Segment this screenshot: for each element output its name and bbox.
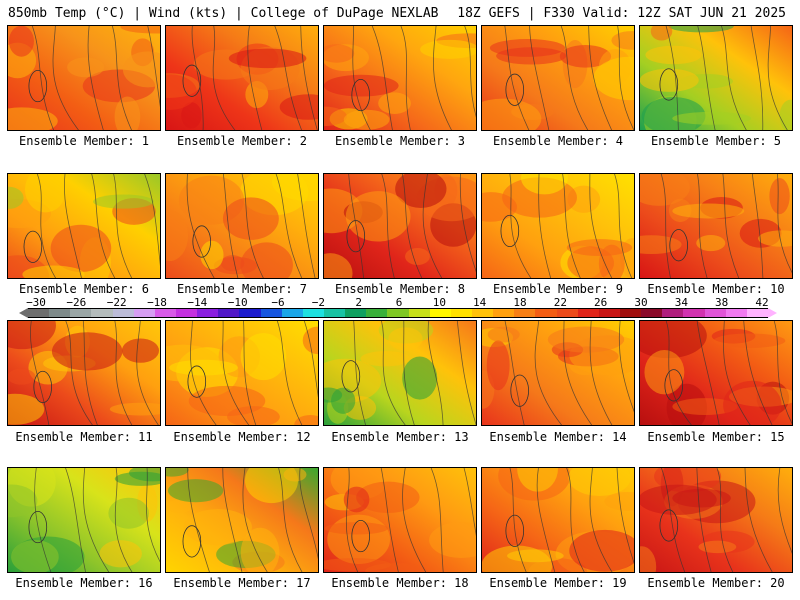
ensemble-member-label: Ensemble Member: 10 (647, 282, 785, 296)
ensemble-member-map (639, 467, 793, 573)
ensemble-member-map (7, 173, 161, 279)
colorbar-swatch (514, 309, 536, 317)
colorbar-swatch (387, 309, 409, 317)
colorbar-swatch (112, 309, 134, 317)
colorbar-swatch (260, 309, 282, 317)
colorbar-tick-label: 30 (634, 296, 648, 309)
colorbar-swatch (471, 309, 494, 317)
colorbar-swatch (218, 309, 240, 317)
colorbar-swatch (408, 309, 430, 317)
ensemble-member-label: Ensemble Member: 7 (176, 282, 308, 296)
ensemble-member-map (481, 173, 635, 279)
ensemble-member-label: Ensemble Member: 19 (489, 576, 627, 590)
colorbar-tick-label: 2 (355, 296, 362, 309)
colorbar-swatch (175, 309, 198, 317)
colorbar-tick-label: −26 (66, 296, 87, 309)
ensemble-member-label: Ensemble Member: 20 (647, 576, 785, 590)
colorbar-tick-label: −2 (311, 296, 325, 309)
colorbar-tick-label: 18 (513, 296, 527, 309)
colorbar-tick-label: −18 (147, 296, 167, 309)
colorbar-swatch (154, 309, 176, 317)
colorbar-swatch (619, 309, 642, 317)
ensemble-member-label: Ensemble Member: 5 (650, 134, 782, 148)
ensemble-member-label: Ensemble Member: 2 (176, 134, 308, 148)
colorbar-swatch (133, 309, 155, 317)
ensemble-member-map (165, 173, 319, 279)
colorbar-swatch (683, 309, 705, 317)
colorbar-swatch (641, 309, 663, 317)
colorbar-tick-label: −6 (271, 296, 285, 309)
colorbar-left-arrow (19, 308, 28, 318)
temperature-colorbar (28, 308, 768, 318)
ensemble-member-label: Ensemble Member: 3 (334, 134, 466, 148)
ensemble-member-label: Ensemble Member: 15 (647, 430, 785, 444)
colorbar-tick-label: −30 (26, 296, 46, 309)
model-run-info: 18Z GEFS | F330 Valid: 12Z SAT JUN 21 20… (457, 6, 786, 21)
colorbar-right-arrow (768, 308, 777, 318)
ensemble-member-map (481, 320, 635, 426)
ensemble-member-label: Ensemble Member: 1 (18, 134, 150, 148)
colorbar-swatch (535, 309, 557, 317)
ensemble-member-label: Ensemble Member: 9 (492, 282, 624, 296)
colorbar-swatch (704, 309, 726, 317)
colorbar-swatch (345, 309, 367, 317)
ensemble-member-map (323, 173, 477, 279)
colorbar-swatch (450, 309, 472, 317)
colorbar-swatch (197, 309, 219, 317)
colorbar-tick-label: −22 (106, 296, 127, 309)
colorbar-swatch (577, 309, 599, 317)
ensemble-member-map (7, 320, 161, 426)
ensemble-member-label: Ensemble Member: 14 (489, 430, 627, 444)
colorbar-swatch (429, 309, 451, 317)
ensemble-member-map (165, 25, 319, 131)
colorbar-swatch (725, 309, 747, 317)
colorbar-swatch (556, 309, 578, 317)
colorbar-swatch (28, 309, 50, 317)
colorbar-tick-label: 34 (674, 296, 688, 309)
colorbar-tick-label: 38 (715, 296, 729, 309)
ensemble-member-label: Ensemble Member: 11 (15, 430, 153, 444)
ensemble-member-map (323, 25, 477, 131)
ensemble-member-label: Ensemble Member: 16 (15, 576, 153, 590)
colorbar-swatch (281, 309, 303, 317)
ensemble-member-label: Ensemble Member: 4 (492, 134, 624, 148)
colorbar-swatch (746, 309, 768, 317)
colorbar-swatch (662, 309, 684, 317)
colorbar-swatch (70, 309, 92, 317)
colorbar-swatch (91, 309, 113, 317)
ensemble-member-map (165, 320, 319, 426)
ensemble-member-map (481, 467, 635, 573)
colorbar-swatch (598, 309, 620, 317)
colorbar-swatch (323, 309, 346, 317)
colorbar-tick-label: 10 (432, 296, 446, 309)
ensemble-member-label: Ensemble Member: 8 (334, 282, 466, 296)
colorbar-swatch (49, 309, 71, 317)
colorbar-tick-label: 6 (395, 296, 403, 309)
ensemble-member-label: Ensemble Member: 18 (331, 576, 469, 590)
ensemble-member-map (323, 320, 477, 426)
ensemble-member-map (639, 320, 793, 426)
colorbar-tick-label: −14 (187, 296, 208, 309)
ensemble-member-label: Ensemble Member: 6 (18, 282, 150, 296)
ensemble-member-map (323, 467, 477, 573)
colorbar-swatch (493, 309, 515, 317)
ensemble-member-map (7, 25, 161, 131)
colorbar-swatch (302, 309, 324, 317)
colorbar-swatch (239, 309, 261, 317)
chart-title: 850mb Temp (°C) | Wind (kts) | College o… (8, 6, 439, 21)
ensemble-member-label: Ensemble Member: 12 (173, 430, 311, 444)
ensemble-member-map (7, 467, 161, 573)
colorbar-swatch (366, 309, 388, 317)
ensemble-member-map (481, 25, 635, 131)
ensemble-member-label: Ensemble Member: 13 (331, 430, 469, 444)
colorbar-tick-label: 22 (553, 296, 567, 309)
colorbar-tick-label: 14 (473, 296, 487, 309)
ensemble-member-map (639, 25, 793, 131)
ensemble-member-map (165, 467, 319, 573)
ensemble-member-map (639, 173, 793, 279)
colorbar-tick-label: −10 (227, 296, 248, 309)
colorbar-tick-label: 26 (594, 296, 608, 309)
colorbar-tick-label: 42 (755, 296, 769, 309)
ensemble-member-label: Ensemble Member: 17 (173, 576, 311, 590)
